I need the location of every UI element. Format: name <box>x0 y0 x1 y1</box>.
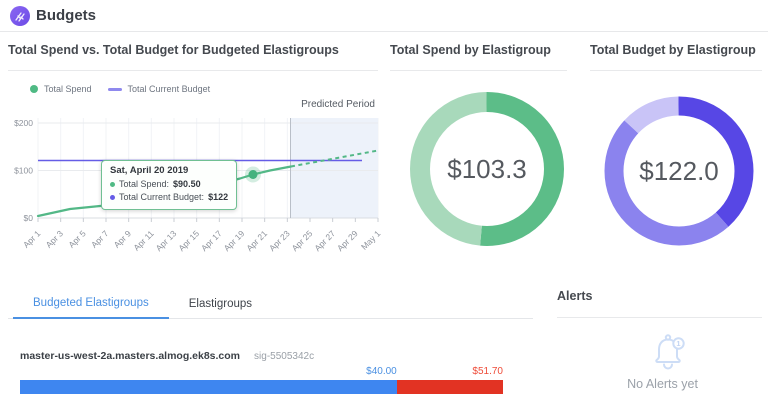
y-tick-label: $200 <box>14 118 33 128</box>
overspend-bar-segment <box>396 380 503 394</box>
legend-item-total-spend[interactable]: Total Spend <box>30 84 92 94</box>
x-tick-label: Apr 25 <box>290 228 315 253</box>
spend-amount-label: $40.00 <box>366 366 397 377</box>
legend-item-total-current-budget[interactable]: Total Current Budget <box>107 84 211 94</box>
x-tick-label: Apr 9 <box>112 228 134 250</box>
tooltip-date: Sat, April 20 2019 <box>110 165 189 176</box>
no-alerts-text: No Alerts yet <box>627 377 698 391</box>
tooltip-row: Total Current Budget: $122 <box>110 191 228 204</box>
total-budget-line-icon <box>107 87 122 91</box>
budgeted-elastigroup-row[interactable]: master-us-west-2a.masters.almog.ek8s.com… <box>20 350 503 394</box>
y-tick-label: $100 <box>14 166 33 176</box>
divider <box>590 70 762 71</box>
bell-badge-count: 1 <box>676 339 680 348</box>
overspend-amount-label: $51.70 <box>472 366 503 377</box>
hover-point[interactable] <box>248 170 258 179</box>
page-title: Budgets <box>36 7 96 24</box>
group-head: master-us-west-2a.masters.almog.ek8s.com… <box>20 350 503 362</box>
bell-icon: 1 <box>655 334 685 370</box>
legend-label: Total Spend <box>44 84 92 94</box>
x-tick-label: May 1 <box>359 228 383 252</box>
x-tick-label: Apr 5 <box>66 228 88 250</box>
elastigroup-sig: sig-5505342c <box>254 351 315 362</box>
total-spend-dot-icon <box>30 85 38 93</box>
chart-tooltip: Sat, April 20 2019 Total Spend: $90.50 T… <box>101 160 238 210</box>
budget-progress-bar <box>20 380 503 394</box>
app-header: Budgets <box>0 0 768 32</box>
x-tick-label: Apr 1 <box>21 228 43 250</box>
tab-elastigroups[interactable]: Elastigroups <box>188 297 253 310</box>
x-tick-label: Apr 15 <box>176 228 201 253</box>
tooltip-value: $90.50 <box>173 179 201 189</box>
chart-legend: Total Spend Total Current Budget <box>30 84 210 94</box>
green-bullet-icon <box>110 182 115 187</box>
bar-labels: $40.00 $51.70 <box>20 366 503 378</box>
spend-vs-budget-title: Total Spend vs. Total Budget for Budgete… <box>8 43 339 57</box>
x-tick-label: Apr 21 <box>244 228 269 253</box>
total-budget-donut-title: Total Budget by Elastigroup <box>590 43 756 57</box>
divider <box>557 317 762 318</box>
x-tick-label: Apr 13 <box>154 228 179 253</box>
x-tick-label: Apr 3 <box>44 228 66 250</box>
elastigroups-tabs: Budgeted Elastigroups Elastigroups <box>8 288 533 319</box>
x-tick-marks <box>37 218 379 222</box>
total-spend-donut-chart[interactable] <box>408 90 566 248</box>
total-budget-donut-chart[interactable] <box>601 93 757 249</box>
tooltip-label: Total Current Budget: <box>119 192 205 202</box>
y-axis-labels: $200 $100 $0 <box>14 118 33 223</box>
x-tick-label: Apr 27 <box>312 228 337 253</box>
x-tick-label: Apr 29 <box>335 228 360 253</box>
tooltip-label: Total Spend: <box>119 179 170 189</box>
x-tick-label: Apr 23 <box>267 228 292 253</box>
tab-budgeted-elastigroups[interactable]: Budgeted Elastigroups <box>13 288 169 319</box>
divider <box>8 70 378 71</box>
total-spend-donut-title: Total Spend by Elastigroup <box>390 43 551 57</box>
predicted-period-label: Predicted Period <box>301 99 375 110</box>
legend-label: Total Current Budget <box>127 84 211 94</box>
spend-bar-segment <box>20 380 397 394</box>
predicted-period-region <box>290 118 378 218</box>
x-tick-label: Apr 19 <box>222 228 247 253</box>
alerts-title: Alerts <box>557 289 593 303</box>
x-tick-label: Apr 17 <box>199 228 224 253</box>
elastigroup-name: master-us-west-2a.masters.almog.ek8s.com <box>20 350 241 362</box>
tooltip-row: Total Spend: $90.50 <box>110 178 228 191</box>
tooltip-value: $122 <box>208 192 229 202</box>
purple-bullet-icon <box>110 195 115 200</box>
divider <box>390 70 567 71</box>
spotinst-logo-icon[interactable] <box>10 6 30 26</box>
x-tick-label: Apr 11 <box>131 228 156 253</box>
x-tick-label: Apr 7 <box>89 228 111 250</box>
y-tick-label: $0 <box>24 213 34 223</box>
